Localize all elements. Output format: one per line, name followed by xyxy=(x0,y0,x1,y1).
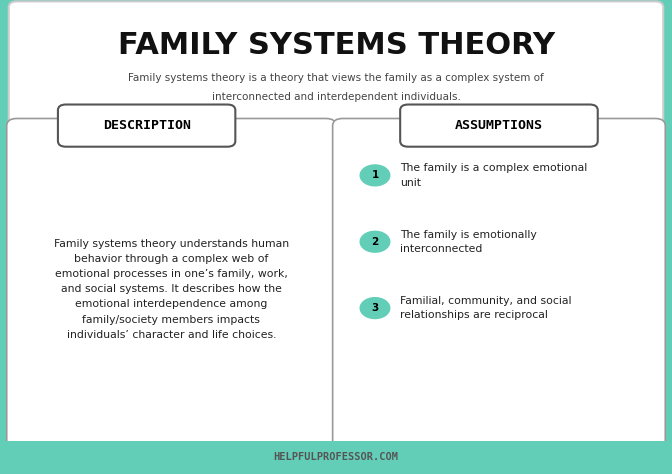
Text: ASSUMPTIONS: ASSUMPTIONS xyxy=(455,119,543,132)
Circle shape xyxy=(360,298,390,319)
Text: FAMILY SYSTEMS THEORY: FAMILY SYSTEMS THEORY xyxy=(118,30,554,60)
Text: 2: 2 xyxy=(372,237,378,247)
Text: The family is a complex emotional
unit: The family is a complex emotional unit xyxy=(400,163,587,188)
Text: interconnected and interdependent individuals.: interconnected and interdependent indivi… xyxy=(212,92,460,102)
Text: The family is emotionally
interconnected: The family is emotionally interconnected xyxy=(400,229,536,254)
Text: Family systems theory is a theory that views the family as a complex system of: Family systems theory is a theory that v… xyxy=(128,73,544,83)
Text: Family systems theory understands human
behavior through a complex web of
emotio: Family systems theory understands human … xyxy=(54,238,289,340)
FancyBboxPatch shape xyxy=(333,118,665,448)
FancyBboxPatch shape xyxy=(7,118,336,448)
Text: DESCRIPTION: DESCRIPTION xyxy=(103,119,191,132)
Circle shape xyxy=(360,165,390,186)
Text: 1: 1 xyxy=(372,170,378,181)
Text: 3: 3 xyxy=(372,303,378,313)
FancyBboxPatch shape xyxy=(58,105,235,147)
Circle shape xyxy=(360,231,390,252)
FancyBboxPatch shape xyxy=(401,105,598,147)
Text: HELPFULPROFESSOR.COM: HELPFULPROFESSOR.COM xyxy=(274,452,398,463)
Text: Familial, community, and social
relationships are reciprocal: Familial, community, and social relation… xyxy=(400,296,571,320)
FancyBboxPatch shape xyxy=(9,1,663,127)
FancyBboxPatch shape xyxy=(0,441,672,474)
